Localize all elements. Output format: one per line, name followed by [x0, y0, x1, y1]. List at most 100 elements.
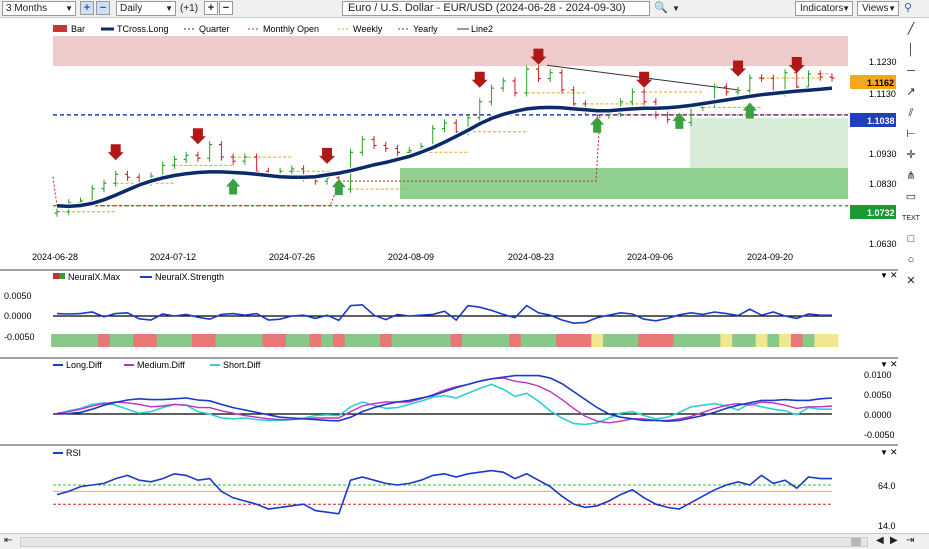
collapse-icon[interactable]: ▼ — [880, 271, 888, 280]
neural-max-legend-icon-green — [59, 273, 65, 279]
vertical-line-tool-icon[interactable]: │ — [907, 44, 915, 56]
fibonacci-tool-icon[interactable]: ⊢ — [906, 128, 916, 140]
scroll-start-icon[interactable]: ⇤ — [4, 535, 13, 546]
neural-max-cell — [532, 334, 545, 347]
neural-max-cell — [697, 334, 710, 347]
neural-max-cell — [309, 334, 322, 347]
neural-max-cell — [626, 334, 639, 347]
neural-max-cell — [415, 334, 428, 347]
search-icon[interactable]: 🔍 — [654, 2, 668, 14]
legend-line2: Line2 — [471, 24, 493, 34]
sell-signal-arrow — [107, 144, 124, 161]
neural-max-cell — [215, 334, 228, 347]
interval-select[interactable]: Daily ▼ — [116, 1, 176, 16]
toolbar: 3 Months ▼ + − Daily ▼ (+1) + − Euro / U… — [0, 0, 929, 18]
price-legend: Bar TCross.Long Quarter Monthly Open Wee… — [53, 24, 493, 34]
collapse-icon[interactable]: ▼ — [880, 360, 888, 369]
symbol-title-box[interactable]: Euro / U.S. Dollar - EUR/USD (2024-06-28… — [342, 1, 650, 16]
date-tick: 2024-08-09 — [388, 252, 434, 262]
horizontal-scrollbar[interactable] — [20, 537, 868, 547]
rsi-tick: 14.0 — [878, 521, 896, 531]
neural-max-cell — [485, 334, 498, 347]
ray-tool-icon[interactable]: ↗ — [906, 86, 916, 98]
views-menu[interactable]: Views ▼ — [857, 1, 899, 16]
neural-max-cell — [638, 334, 651, 347]
legend-tcross: TCross.Long — [117, 24, 169, 34]
zoom-in-button[interactable]: + — [204, 1, 218, 15]
last-price-badge — [850, 75, 896, 89]
price-tick: 1.0930 — [869, 149, 897, 159]
channel-tool-icon[interactable]: ⫽ — [908, 107, 914, 119]
indicators-menu[interactable]: Indicators ▼ — [795, 1, 853, 16]
collapse-icon[interactable]: ▼ — [880, 448, 888, 457]
diff-tick: -0.0050 — [864, 430, 895, 440]
neural-max-cell — [344, 334, 357, 347]
sell-signal-arrow — [189, 128, 206, 145]
indicators-label: Indicators — [800, 3, 844, 14]
neural-legend: NeuralX.Max NeuralX.Strength 0.0050 0.00… — [4, 272, 224, 342]
neural-max-cell — [121, 334, 134, 347]
neural-max-cell — [603, 334, 616, 347]
support-zone-extension — [690, 168, 848, 199]
views-label: Views — [862, 3, 889, 14]
price-tick: 1.1230 — [869, 57, 897, 67]
neural-max-cell — [732, 334, 745, 347]
neural-max-cell — [391, 334, 404, 347]
add-button[interactable]: + — [80, 1, 94, 15]
price-layer — [52, 48, 848, 217]
neural-max-cell — [767, 334, 780, 347]
price-tick: 1.1130 — [869, 89, 896, 99]
neural-max-cell — [286, 334, 299, 347]
last-price-value: 1.1162 — [867, 78, 894, 88]
text-tool-icon[interactable]: TEXT — [902, 215, 920, 222]
neural-max-cell — [802, 334, 815, 347]
neural-max-cell — [685, 334, 698, 347]
neural-max-cell — [368, 334, 381, 347]
rsi-legend: RSI 64.0 14.0 — [53, 448, 896, 531]
ellipse-tool-icon[interactable]: ○ — [907, 254, 915, 266]
scroll-right-icon[interactable]: ▶ — [890, 535, 898, 546]
close-icon[interactable]: ✕ — [890, 359, 898, 369]
sell-signal-arrow — [636, 71, 653, 88]
trend-line-tool-icon[interactable]: ╱ — [907, 23, 915, 35]
neural-layer — [51, 303, 839, 347]
rectangle-tool-icon[interactable]: □ — [907, 233, 915, 245]
callout-tool-icon[interactable]: ▭ — [905, 191, 917, 203]
legend-weekly: Weekly — [353, 24, 383, 34]
horizontal-line-tool-icon[interactable]: ─ — [907, 65, 915, 77]
scrollbar-thumb[interactable] — [851, 538, 861, 546]
rsi-tick: 64.0 — [878, 481, 896, 491]
chevron-down-icon: ▼ — [888, 4, 896, 13]
pin-icon[interactable]: ⚲ — [904, 2, 913, 14]
remove-button[interactable]: − — [96, 1, 110, 15]
zoom-out-button[interactable]: − — [219, 1, 233, 15]
close-icon[interactable]: ✕ — [890, 447, 898, 457]
neural-max-cell — [826, 334, 839, 347]
delete-drawings-icon[interactable]: ✕ — [906, 275, 916, 287]
date-axis: 2024-06-28 2024-07-12 2024-07-26 2024-08… — [32, 252, 793, 262]
resistance-zone — [53, 36, 848, 66]
sell-signal-arrow — [530, 48, 547, 65]
neural-max-cell — [203, 334, 216, 347]
quarter-badge — [850, 205, 896, 219]
scroll-end-icon[interactable]: ⇥ — [906, 535, 915, 546]
neural-max-cell — [356, 334, 369, 347]
crosshair-tool-icon[interactable]: ✛ — [906, 149, 916, 161]
period-select[interactable]: 3 Months ▼ — [2, 1, 76, 16]
neural-max-cell — [180, 334, 193, 347]
pitchfork-tool-icon[interactable]: ⋔ — [906, 170, 916, 182]
diff-layer — [53, 374, 833, 426]
chart-canvas: Bar TCross.Long Quarter Monthly Open Wee… — [0, 24, 898, 531]
date-tick: 2024-07-12 — [150, 252, 196, 262]
scroll-left-icon[interactable]: ◀ — [876, 535, 884, 546]
neural-max-cell — [743, 334, 757, 347]
neural-max-cell — [98, 334, 111, 347]
chevron-down-icon[interactable]: ▼ — [672, 4, 680, 13]
neural-max-cell — [133, 334, 146, 347]
close-icon[interactable]: ✕ — [890, 270, 898, 280]
buy-signal-arrow — [672, 112, 687, 129]
diff-legend: Long.Diff Medium.Diff Short.Diff 0.0100 … — [53, 360, 895, 440]
neural-max-cell — [51, 334, 64, 347]
neural-max-cell — [520, 334, 533, 347]
